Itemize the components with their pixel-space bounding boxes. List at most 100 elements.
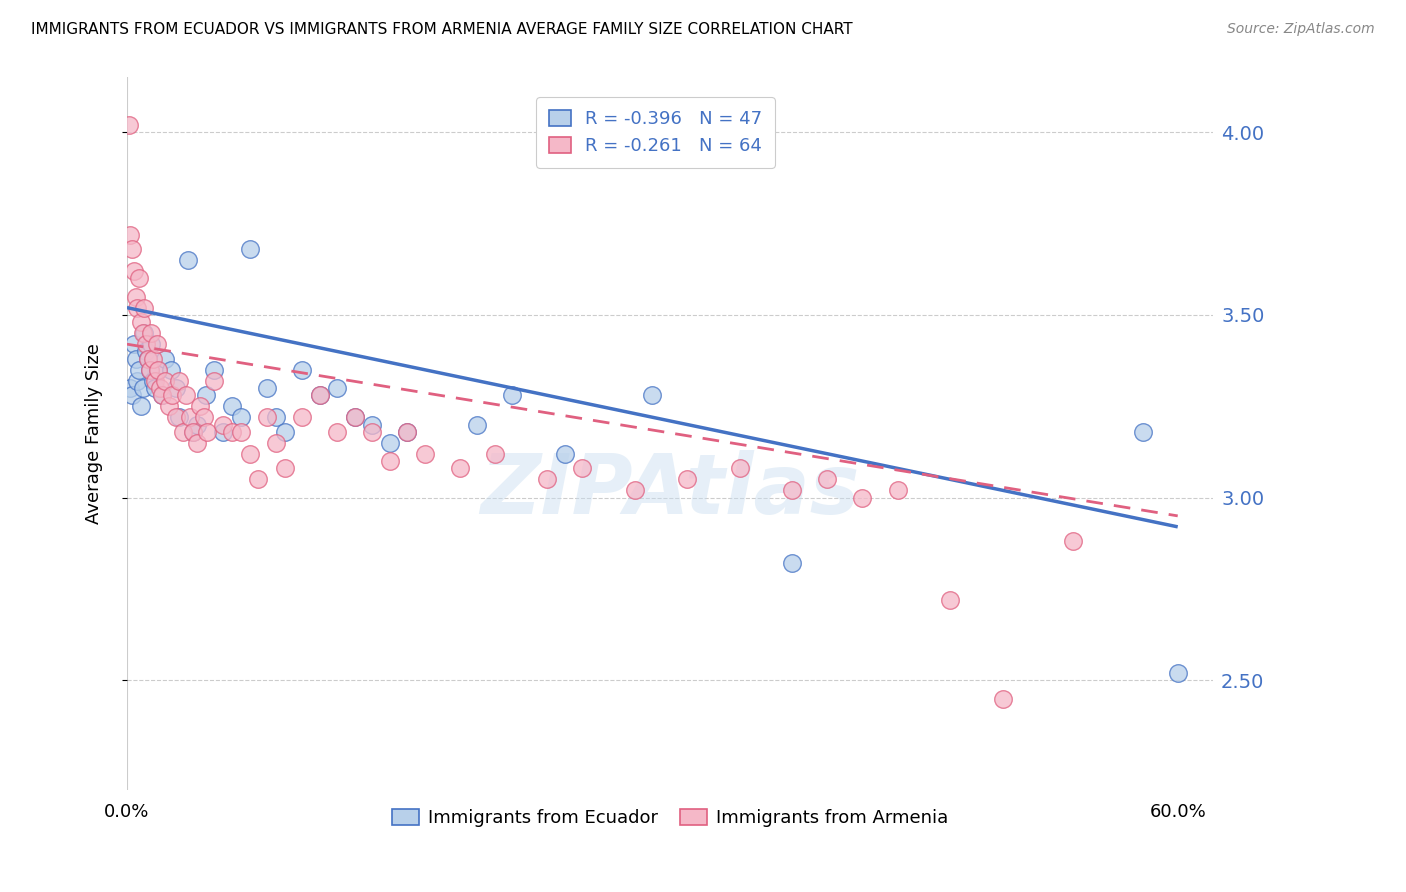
Point: [121, 242, 143, 256]
Point: [172, 425, 194, 439]
Point: [197, 425, 219, 439]
Point: [212, 417, 235, 432]
Point: [122, 337, 145, 351]
Point: [159, 363, 181, 377]
Point: [273, 425, 295, 439]
Point: [361, 425, 384, 439]
Point: [134, 326, 156, 341]
Point: [142, 374, 165, 388]
Point: [484, 447, 506, 461]
Point: [186, 435, 208, 450]
Point: [141, 337, 163, 351]
Point: [129, 399, 152, 413]
Point: [238, 447, 260, 461]
Point: [128, 363, 150, 377]
Point: [256, 410, 278, 425]
Point: [676, 472, 699, 486]
Point: [886, 483, 908, 498]
Point: [571, 461, 593, 475]
Point: [326, 381, 349, 395]
Point: [229, 410, 252, 425]
Point: [129, 315, 152, 329]
Point: [465, 417, 488, 432]
Point: [136, 351, 159, 366]
Point: [193, 410, 215, 425]
Point: [162, 388, 184, 402]
Point: [169, 410, 191, 425]
Point: [194, 388, 217, 402]
Point: [143, 374, 166, 388]
Point: [120, 227, 142, 242]
Y-axis label: Average Family Size: Average Family Size: [86, 343, 103, 524]
Point: [165, 410, 187, 425]
Point: [122, 264, 145, 278]
Point: [326, 425, 349, 439]
Point: [177, 253, 200, 268]
Point: [155, 351, 177, 366]
Point: [378, 454, 401, 468]
Point: [991, 691, 1014, 706]
Point: [343, 410, 366, 425]
Point: [138, 363, 160, 377]
Point: [641, 388, 664, 402]
Point: [1132, 425, 1154, 439]
Point: [127, 374, 149, 388]
Point: [308, 388, 330, 402]
Point: [183, 425, 205, 439]
Point: [128, 271, 150, 285]
Point: [291, 410, 314, 425]
Point: [343, 410, 366, 425]
Text: IMMIGRANTS FROM ECUADOR VS IMMIGRANTS FROM ARMENIA AVERAGE FAMILY SIZE CORRELATI: IMMIGRANTS FROM ECUADOR VS IMMIGRANTS FR…: [31, 22, 852, 37]
Point: [121, 388, 143, 402]
Point: [396, 425, 419, 439]
Point: [155, 374, 177, 388]
Point: [165, 381, 187, 395]
Point: [212, 425, 235, 439]
Point: [221, 399, 243, 413]
Point: [396, 425, 419, 439]
Point: [138, 363, 160, 377]
Point: [264, 435, 287, 450]
Point: [148, 363, 170, 377]
Point: [623, 483, 645, 498]
Point: [179, 410, 201, 425]
Point: [256, 381, 278, 395]
Point: [939, 593, 962, 607]
Point: [204, 374, 226, 388]
Point: [186, 417, 208, 432]
Point: [378, 435, 401, 450]
Point: [145, 337, 167, 351]
Point: [221, 425, 243, 439]
Point: [361, 417, 384, 432]
Point: [141, 326, 163, 341]
Point: [124, 290, 146, 304]
Point: [136, 351, 159, 366]
Point: [308, 388, 330, 402]
Point: [238, 242, 260, 256]
Point: [190, 399, 212, 413]
Point: [169, 374, 191, 388]
Point: [1062, 534, 1084, 549]
Point: [118, 118, 141, 132]
Point: [291, 363, 314, 377]
Point: [247, 472, 270, 486]
Point: [150, 388, 173, 402]
Point: [131, 381, 153, 395]
Point: [501, 388, 523, 402]
Point: [536, 472, 558, 486]
Point: [264, 410, 287, 425]
Legend: Immigrants from Ecuador, Immigrants from Armenia: Immigrants from Ecuador, Immigrants from…: [384, 802, 955, 834]
Point: [728, 461, 751, 475]
Point: [148, 363, 170, 377]
Point: [157, 399, 180, 413]
Point: [782, 557, 804, 571]
Point: [176, 388, 198, 402]
Text: Source: ZipAtlas.com: Source: ZipAtlas.com: [1227, 22, 1375, 37]
Point: [183, 425, 205, 439]
Point: [273, 461, 295, 475]
Point: [143, 381, 166, 395]
Point: [851, 491, 873, 505]
Point: [150, 388, 173, 402]
Point: [229, 425, 252, 439]
Point: [127, 301, 149, 315]
